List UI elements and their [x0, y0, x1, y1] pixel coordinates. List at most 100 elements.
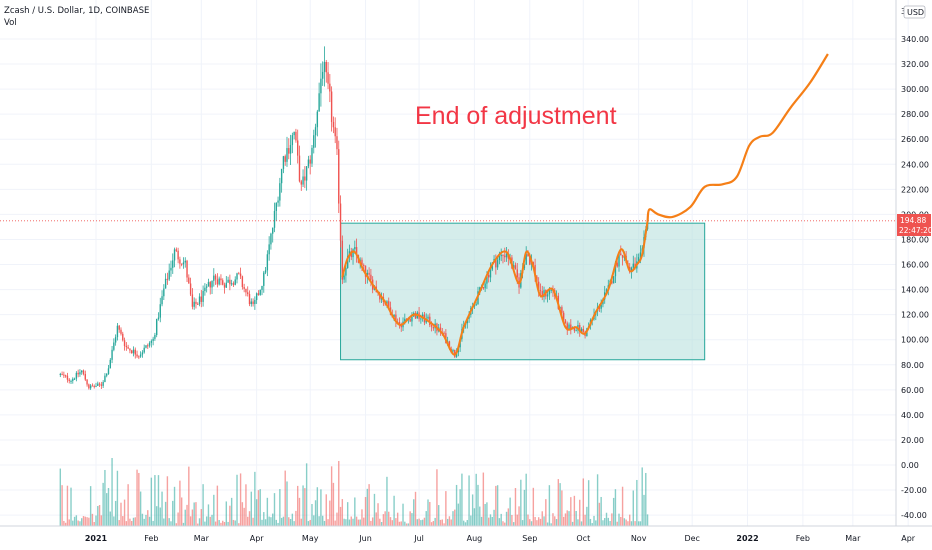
candle-body	[455, 352, 458, 357]
volume-bar	[268, 516, 270, 526]
candle-body	[568, 324, 570, 331]
volume-bar	[172, 500, 174, 526]
volume-bar	[102, 482, 104, 526]
candle-body	[238, 273, 240, 275]
volume-bar	[279, 489, 281, 526]
candle-body	[339, 203, 342, 241]
candle-body	[370, 274, 372, 280]
candle-body	[91, 385, 94, 387]
volume-bar	[532, 487, 535, 526]
volume-bar	[461, 473, 463, 526]
volume-bar	[646, 514, 649, 526]
x-tick-label: Oct	[576, 534, 590, 543]
volume-bar	[89, 486, 92, 526]
volume-bar	[388, 511, 390, 526]
volume-bar	[230, 497, 233, 526]
x-tick-label: Mar	[845, 534, 861, 543]
volume-bar	[370, 520, 372, 526]
candle-body	[275, 202, 277, 211]
volume-bar	[141, 513, 144, 526]
candle-body	[429, 316, 431, 325]
x-tick-label: Sep	[522, 534, 537, 543]
volume-bar	[229, 505, 231, 526]
candle-body	[621, 255, 624, 258]
volume-bar	[247, 516, 249, 526]
symbol-title: Zcash / U.S. Dollar, 1D, COINBASE	[4, 6, 149, 16]
volume-bar	[198, 518, 201, 526]
candle-body	[77, 372, 79, 375]
volume-bar	[277, 522, 279, 526]
range-box[interactable]	[340, 222, 706, 361]
candle-body	[320, 78, 322, 94]
candle-body	[263, 272, 265, 286]
volume-bar	[131, 520, 133, 526]
volume-bar	[473, 508, 476, 526]
volume-bar	[177, 512, 179, 526]
candle-body	[198, 296, 201, 305]
volume-bar	[512, 522, 515, 526]
volume-bar	[561, 490, 563, 526]
volume-bar	[398, 521, 401, 526]
candle-body	[168, 270, 170, 280]
volume-bar	[552, 513, 554, 526]
volume-bar	[339, 506, 342, 526]
candle-body	[98, 383, 101, 385]
x-axis[interactable]: 2021 Feb Mar Apr May Jun Jul Aug Sep Oct Nov Dec 202…	[85, 534, 916, 543]
volume-bar	[252, 517, 254, 526]
volume-bar	[591, 523, 593, 526]
volume-bar	[371, 517, 374, 526]
candle-body	[307, 159, 310, 167]
volume-bar	[486, 502, 488, 526]
y-tick-label: 120.00	[901, 311, 929, 320]
y-tick-label: 320.00	[901, 60, 929, 69]
volume-bar	[554, 516, 556, 526]
volume-bar	[325, 494, 327, 526]
volume-bar	[255, 499, 258, 526]
candle-body	[104, 375, 106, 382]
volume-bar	[482, 472, 485, 526]
volume-bar	[361, 509, 363, 526]
volume-bar	[612, 497, 615, 526]
candle-body	[525, 253, 527, 265]
candle-body	[575, 330, 577, 332]
candle-body	[116, 325, 119, 338]
candle-body	[84, 374, 86, 380]
volume-bar	[566, 510, 568, 526]
candle-body	[482, 287, 485, 289]
volume-bar	[120, 502, 122, 526]
volume-bar	[402, 503, 404, 526]
volume-bar	[106, 493, 108, 526]
volume-bar	[514, 488, 517, 526]
candle-body	[270, 233, 272, 245]
y-tick-label: 220.00	[901, 185, 929, 194]
candle-body	[611, 280, 613, 284]
volume-bar	[620, 516, 622, 526]
candle-body	[484, 283, 486, 289]
currency-badge[interactable]: USD	[903, 5, 926, 19]
volume-bar	[97, 506, 99, 526]
y-axis[interactable]: -40.00 -20.00 0.00 20.00 40.00 60.00 80.00 100.…	[901, 35, 929, 520]
volume-bar	[611, 513, 613, 526]
volume-bar	[152, 520, 154, 526]
volume-bar	[273, 493, 276, 526]
candle-body	[620, 253, 622, 256]
volume-bar	[466, 520, 468, 526]
volume-bar	[459, 489, 461, 526]
volume-bar	[266, 497, 269, 526]
candle-body	[100, 384, 103, 386]
projection-line[interactable]	[646, 53, 829, 221]
y-tick-label: 0.00	[901, 461, 919, 470]
volume-bar	[327, 519, 329, 526]
volume-bar	[70, 487, 72, 526]
candle-body	[143, 347, 145, 353]
annotation-text: End of adjustment	[415, 102, 617, 130]
volume-bar	[100, 515, 103, 526]
volume-bar	[604, 518, 606, 526]
candle-body	[346, 255, 349, 269]
candle-body	[304, 176, 306, 181]
volume-bar	[452, 511, 454, 526]
volume-bar	[150, 477, 153, 526]
candle-body	[268, 244, 270, 255]
volume-bar	[211, 514, 213, 526]
